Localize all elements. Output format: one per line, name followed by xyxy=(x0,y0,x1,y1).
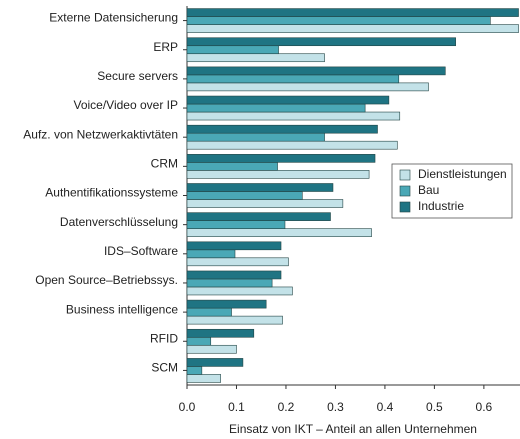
bar xyxy=(186,257,289,267)
x-tick-label: 0.0 xyxy=(179,400,196,414)
bar xyxy=(186,191,303,200)
y-tick-label: Externe Datensicherung xyxy=(49,11,178,25)
legend-swatch xyxy=(399,169,411,181)
bar xyxy=(186,103,366,113)
bar xyxy=(186,124,378,134)
bar xyxy=(186,53,325,63)
legend-label: Bau xyxy=(418,183,439,197)
legend-swatch xyxy=(399,201,411,213)
y-tick-label: RFID xyxy=(150,331,178,345)
bar xyxy=(186,8,519,17)
bar xyxy=(186,24,519,33)
legend-swatch xyxy=(399,185,411,197)
bar xyxy=(186,162,278,171)
bar xyxy=(186,358,244,367)
bar xyxy=(186,228,372,237)
bar xyxy=(186,183,334,192)
bar xyxy=(186,366,203,375)
y-tick-label: Business intelligence xyxy=(66,302,178,316)
legend-label: Industrie xyxy=(418,199,464,213)
bar xyxy=(186,140,398,150)
y-tick-label: Aufz. von Netzwerkaktivtäten xyxy=(23,127,178,141)
legend-box xyxy=(391,163,513,219)
x-tick-label: 0.1 xyxy=(228,400,245,414)
bar xyxy=(186,111,401,121)
y-tick-label: Open Source–Betriebssys. xyxy=(35,273,178,287)
x-tick-label: 0.4 xyxy=(377,400,394,414)
bar xyxy=(186,241,282,251)
y-tick-label: Datenverschlüsselung xyxy=(60,215,178,229)
bar xyxy=(186,249,236,259)
bar xyxy=(186,336,212,346)
y-tick-label: Secure servers xyxy=(97,69,178,83)
x-tick-label: 0.5 xyxy=(426,400,443,414)
bar xyxy=(186,132,325,142)
bar xyxy=(186,74,400,84)
y-tick-label: Authentifikationssysteme xyxy=(45,186,178,200)
bar xyxy=(186,82,429,92)
bar xyxy=(186,307,232,317)
bar xyxy=(186,66,446,76)
x-tick-label: 0.2 xyxy=(278,400,295,414)
y-tick-label: ERP xyxy=(153,40,178,54)
bar xyxy=(186,299,267,309)
bar xyxy=(186,199,344,208)
bar xyxy=(186,328,255,338)
bar xyxy=(186,45,279,55)
bar xyxy=(186,315,283,325)
x-axis-label: Einsatz von IKT – Anteil an allen Untern… xyxy=(229,422,477,436)
bar xyxy=(186,286,293,296)
bar xyxy=(186,220,286,229)
y-tick-label: CRM xyxy=(151,157,178,171)
bar xyxy=(186,37,456,47)
x-tick-label: 0.6 xyxy=(476,400,493,414)
legend-label: Dienstleistungen xyxy=(418,167,507,181)
bar xyxy=(186,278,273,288)
bar xyxy=(186,270,282,280)
bar xyxy=(186,154,376,163)
x-tick-label: 0.3 xyxy=(327,400,344,414)
y-tick-label: Voice/Video over IP xyxy=(73,98,178,112)
bar xyxy=(186,344,237,354)
y-tick-label: SCM xyxy=(151,361,178,375)
bar xyxy=(186,170,370,179)
bar xyxy=(186,374,221,383)
y-tick-label: IDS–Software xyxy=(104,244,178,258)
bar xyxy=(186,16,491,25)
bar xyxy=(186,212,331,221)
bar xyxy=(186,95,390,105)
